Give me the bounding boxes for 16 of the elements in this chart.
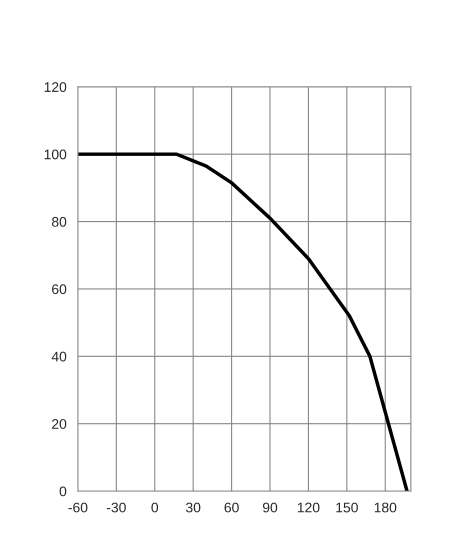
y-tick-label: 0 bbox=[60, 486, 66, 496]
y-tick-label: 80 bbox=[52, 216, 66, 227]
x-tick-label: 60 bbox=[224, 502, 239, 512]
y-tick-label: 40 bbox=[52, 352, 66, 362]
x-tick-label: 180 bbox=[374, 502, 396, 512]
x-tick-label: 0 bbox=[151, 502, 158, 512]
y-tick-label: 100 bbox=[44, 150, 66, 160]
x-tick-label: 30 bbox=[186, 502, 200, 512]
y-tick-label: 60 bbox=[52, 284, 66, 294]
x-tick-label: 120 bbox=[298, 502, 320, 512]
y-tick-label: 120 bbox=[44, 82, 66, 92]
x-tick-label: -60 bbox=[68, 502, 88, 512]
y-tick-label: 20 bbox=[52, 419, 66, 429]
x-tick-label: 90 bbox=[262, 502, 278, 512]
x-tick-label: 150 bbox=[336, 502, 358, 512]
x-tick-label: -30 bbox=[106, 502, 126, 512]
